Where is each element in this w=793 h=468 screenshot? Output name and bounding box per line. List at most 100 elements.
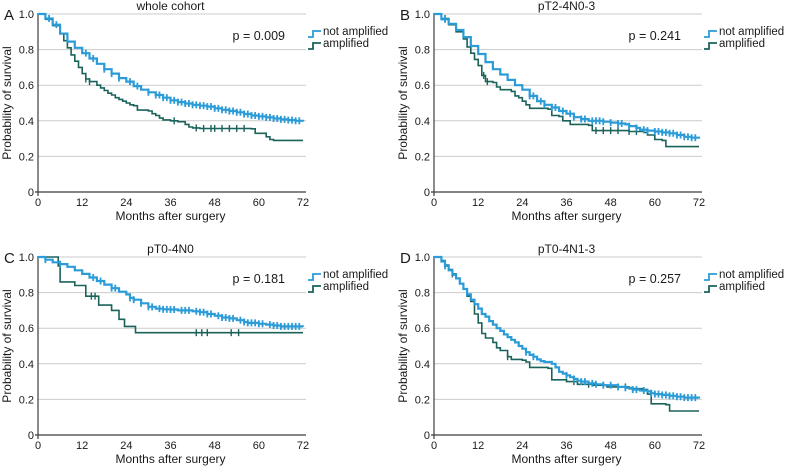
y-tick-label: 0.2 [19,151,34,163]
y-tick-label: 1.0 [415,252,430,264]
p-value-label: p = 0.009 [233,29,286,43]
x-tick-label: 36 [560,197,572,209]
p-value-label: p = 0.241 [629,29,682,43]
y-tick-label: 0.2 [415,151,430,163]
censor-ticks-not-amplified [444,15,697,142]
y-tick-label: 0.4 [19,116,34,128]
x-tick-label: 12 [472,197,484,209]
y-tick-label: 1.0 [415,9,430,21]
censor-ticks-amplified [444,14,638,135]
y-tick-label: 0.8 [19,288,34,300]
legend-label: amplified [323,281,369,293]
y-tick-label: 0.4 [415,116,430,128]
legend-step-icon [308,42,321,50]
x-tick-label: 24 [120,197,132,209]
x-tick-label: 36 [164,440,176,452]
series-not-amplified-line [434,255,701,399]
y-tick-label: 0.4 [19,359,34,371]
legend-label: not amplified [323,269,388,281]
legend-label: amplified [323,38,369,50]
x-tick-label: 60 [253,440,265,452]
y-tick-label: 0 [28,187,34,199]
x-tick-label: 72 [297,197,309,209]
y-tick-label: 0.4 [415,359,430,371]
legend-step-icon [308,273,321,281]
series-not-amplified-line [38,255,305,328]
legend-label: not amplified [323,26,388,38]
panel-letter: B [400,7,410,24]
y-axis-title: Probability of survival [0,289,14,402]
y-tick-label: 1.0 [19,9,34,21]
series-amplified-line [38,13,303,142]
x-tick-label: 0 [431,440,437,452]
legend-label: amplified [719,38,765,50]
x-tick-label: 60 [649,197,661,209]
legend-step-icon [308,285,321,293]
x-tick-label: 24 [516,197,528,209]
y-tick-label: 0 [28,430,34,442]
x-tick-label: 48 [605,440,617,452]
legend-step-icon [704,42,717,50]
x-tick-label: 0 [35,197,41,209]
y-tick-label: 1.0 [19,252,34,264]
x-tick-label: 12 [76,197,88,209]
y-tick-label: 0.2 [19,394,34,406]
panel-title: pT0-4N1-3 [538,242,596,256]
x-tick-label: 72 [297,440,309,452]
legend-label: not amplified [719,26,784,38]
y-tick-label: 0.8 [19,45,34,57]
panel-title: pT0-4N0 [147,242,194,256]
p-value-label: p = 0.257 [629,272,682,286]
p-value-label: p = 0.181 [233,272,286,286]
x-axis-title: Months after surgery [115,452,225,466]
panel-title: whole cohort [135,0,205,13]
y-tick-label: 0.2 [415,394,430,406]
censor-ticks-amplified [451,270,627,391]
x-tick-label: 24 [120,440,132,452]
x-tick-label: 0 [35,440,41,452]
legend-step-icon [704,30,717,38]
censor-ticks-not-amplified [444,262,697,402]
x-tick-label: 48 [605,197,617,209]
y-axis-title: Probability of survival [396,289,410,402]
y-tick-label: 0.6 [415,323,430,335]
series-amplified-line [38,256,303,334]
x-tick-label: 24 [516,440,528,452]
legend-label: not amplified [719,269,784,281]
x-tick-label: 0 [431,197,437,209]
panel-letter: C [4,250,15,267]
censor-ticks-amplified [90,292,240,337]
y-tick-label: 0 [424,430,430,442]
x-tick-label: 12 [472,440,484,452]
y-tick-label: 0.6 [415,80,430,92]
x-axis-title: Months after surgery [115,209,225,223]
x-tick-label: 72 [693,197,705,209]
x-tick-label: 36 [560,440,572,452]
legend-label: amplified [719,281,765,293]
y-axis-title: Probability of survival [0,46,14,159]
x-tick-label: 48 [209,440,221,452]
x-tick-label: 48 [209,197,221,209]
y-tick-label: 0.8 [415,45,430,57]
x-axis-title: Months after surgery [511,452,621,466]
censor-ticks-amplified [85,75,245,132]
x-tick-label: 60 [253,197,265,209]
y-axis-title: Probability of survival [396,46,410,159]
censor-ticks-not-amplified [44,256,301,330]
legend-step-icon [704,273,717,281]
x-tick-label: 12 [76,440,88,452]
legend-step-icon [308,30,321,38]
panel-title: pT2-4N0-3 [538,0,596,13]
